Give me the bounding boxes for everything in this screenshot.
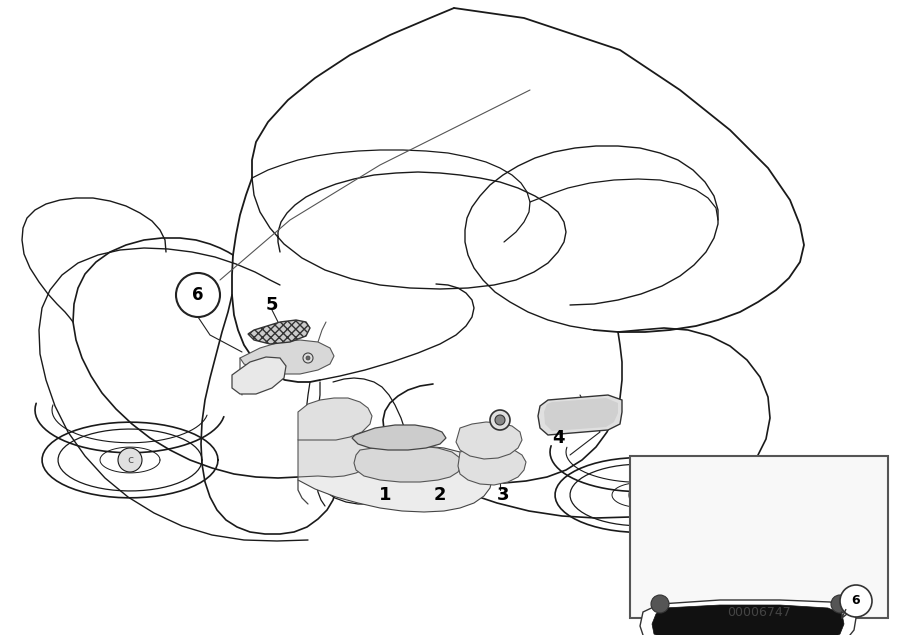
Text: 5: 5	[266, 296, 278, 314]
Text: 00006747: 00006747	[727, 606, 791, 618]
Bar	[630, 456, 888, 618]
Text: 1: 1	[379, 486, 392, 504]
Circle shape	[840, 585, 872, 617]
Polygon shape	[640, 600, 856, 635]
Circle shape	[118, 448, 142, 472]
Circle shape	[651, 595, 669, 613]
Circle shape	[490, 410, 510, 430]
Polygon shape	[298, 398, 372, 440]
Text: 4: 4	[552, 429, 564, 447]
Circle shape	[303, 353, 313, 363]
Polygon shape	[232, 357, 286, 394]
Polygon shape	[240, 340, 334, 374]
Text: 2: 2	[434, 486, 446, 504]
Polygon shape	[298, 446, 492, 512]
Polygon shape	[352, 425, 446, 450]
Polygon shape	[354, 446, 462, 482]
Polygon shape	[248, 320, 310, 344]
Text: 3: 3	[497, 486, 509, 504]
Polygon shape	[538, 395, 622, 435]
Polygon shape	[652, 605, 844, 635]
Text: 6: 6	[851, 594, 860, 608]
Circle shape	[495, 415, 505, 425]
Circle shape	[176, 273, 220, 317]
Text: c: c	[127, 455, 133, 465]
Polygon shape	[456, 422, 522, 459]
Circle shape	[306, 356, 310, 360]
Circle shape	[629, 484, 651, 506]
Polygon shape	[298, 426, 377, 477]
Polygon shape	[544, 398, 618, 431]
Circle shape	[831, 595, 849, 613]
Polygon shape	[458, 446, 526, 485]
Text: 6: 6	[193, 286, 203, 304]
